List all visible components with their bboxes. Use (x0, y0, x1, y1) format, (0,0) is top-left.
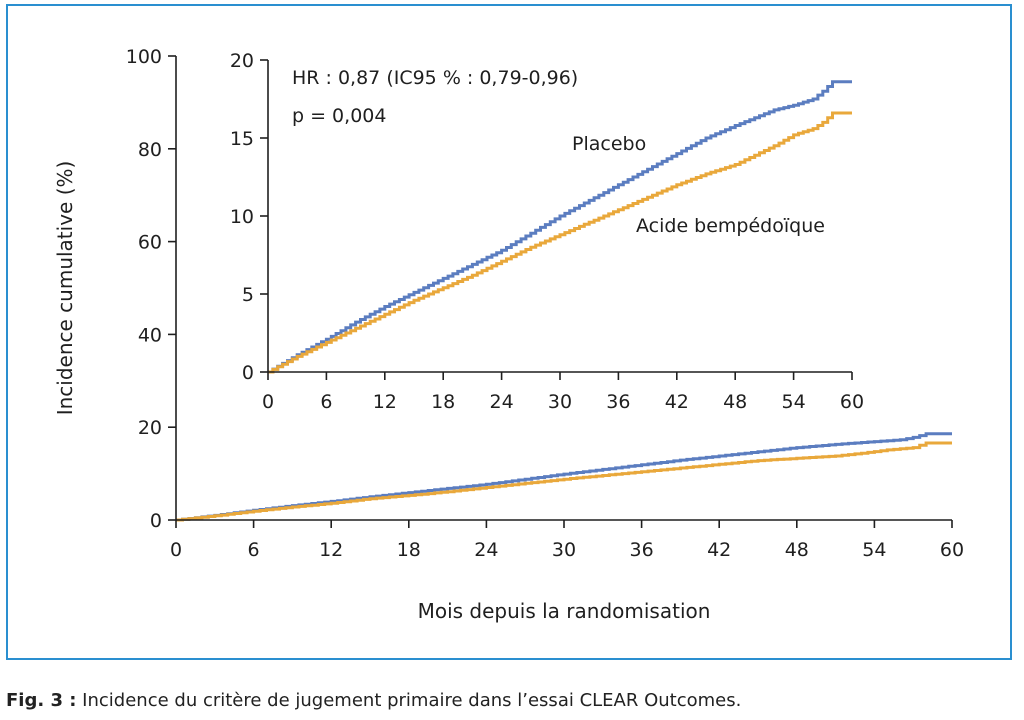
main-y-ticks: 0 20 40 60 80 100 (126, 46, 176, 532)
hr-annotation: HR : 0,87 (IC95 % : 0,79-0,96) (292, 67, 578, 89)
main-x-tick-label: 18 (397, 539, 421, 561)
inset-x-ticks: 0 6 12 18 24 30 36 42 48 54 60 (262, 372, 864, 413)
main-x-tick-label: 24 (474, 539, 498, 561)
bempedoic-series-label: Acide bempédoïque (636, 215, 825, 237)
p-value-annotation: p = 0,004 (292, 105, 386, 127)
inset-x-tick-label: 36 (606, 391, 630, 413)
inset-x-tick-label: 24 (490, 391, 514, 413)
main-x-tick-label: 36 (630, 539, 654, 561)
inset-x-tick-label: 0 (262, 391, 274, 413)
main-y-axis-label: Incidence cumulative (%) (53, 161, 77, 416)
inset-plot: 0 5 10 15 20 0 6 12 18 24 30 36 42 48 54 60 HR : 0,87 … (230, 50, 864, 413)
placebo-series-label: Placebo (572, 133, 646, 155)
inset-x-tick-label: 42 (665, 391, 689, 413)
inset-x-tick-label: 54 (782, 391, 806, 413)
main-bempedoic-curve (176, 441, 952, 522)
inset-y-tick-label: 20 (230, 50, 254, 72)
figure-caption: Fig. 3 : Incidence du critère de jugemen… (6, 690, 741, 712)
main-x-tick-label: 60 (940, 539, 964, 561)
main-y-tick-label: 80 (138, 139, 162, 161)
inset-x-tick-label: 60 (840, 391, 864, 413)
inset-x-tick-label: 30 (548, 391, 572, 413)
inset-bempedoic-curve (268, 111, 852, 374)
main-series-group (176, 432, 952, 522)
main-y-tick-label: 40 (138, 324, 162, 346)
main-y-tick-label: 0 (150, 510, 162, 532)
inset-x-tick-label: 48 (723, 391, 747, 413)
main-x-tick-label: 6 (248, 539, 260, 561)
main-x-tick-label: 30 (552, 539, 576, 561)
main-x-tick-label: 42 (707, 539, 731, 561)
inset-y-tick-label: 10 (230, 206, 254, 228)
main-x-axis-label: Mois depuis la randomisation (418, 599, 711, 623)
inset-x-tick-label: 12 (373, 391, 397, 413)
main-x-tick-label: 12 (319, 539, 343, 561)
main-x-tick-label: 48 (785, 539, 809, 561)
main-x-ticks: 0 6 12 18 24 30 36 42 48 54 60 (170, 520, 964, 561)
inset-x-tick-label: 6 (320, 391, 332, 413)
inset-y-tick-label: 5 (242, 284, 254, 306)
inset-x-tick-label: 18 (431, 391, 455, 413)
inset-y-ticks: 0 5 10 15 20 (230, 50, 268, 384)
main-x-tick-label: 0 (170, 539, 182, 561)
main-y-tick-label: 100 (126, 46, 162, 68)
inset-y-tick-label: 0 (242, 362, 254, 384)
caption-text: Incidence du critère de jugement primair… (76, 690, 742, 711)
main-x-tick-label: 54 (862, 539, 886, 561)
caption-label: Fig. 3 : (6, 690, 77, 711)
inset-placebo-curve (268, 80, 852, 374)
inset-y-tick-label: 15 (230, 128, 254, 150)
main-y-tick-label: 20 (138, 417, 162, 439)
main-y-tick-label: 60 (138, 232, 162, 254)
inset-series-group (268, 80, 852, 374)
